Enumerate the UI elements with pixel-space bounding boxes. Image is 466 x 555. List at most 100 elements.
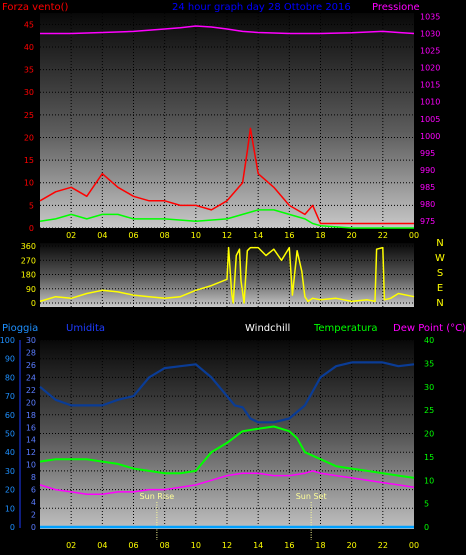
panel2-left-tick-label: 0 [31, 299, 36, 308]
annotation-label: Sun Rise [140, 492, 175, 501]
panel1-left-tick-label: 0 [29, 224, 34, 233]
humidity-tick-label: 100 [0, 336, 15, 345]
panel1-right-tick-label: 1000 [420, 132, 440, 141]
annotation-label: Sun Set [296, 492, 327, 501]
series-line-temperatura [39, 425, 415, 479]
legend-windchill: Windchill [245, 323, 290, 334]
panel3-x-tick-label: 08 [160, 541, 170, 550]
rain-tick-label: 28 [26, 348, 36, 357]
panel1-x-ticks: 02 04 06 08 10 12 14 16 18 20 22 00 [66, 231, 419, 240]
series-line-raffica [39, 127, 414, 225]
panel1-x-tick-label: 14 [253, 231, 263, 240]
panel1-left-label: Forza vento() [2, 2, 69, 13]
rain-tick-label: 6 [31, 486, 36, 495]
panel1-left-ticks: 0 5 10 15 20 25 30 35 40 45 [24, 20, 34, 233]
panel1-right-label: Pressione [372, 2, 420, 13]
panel1-right-tick-label: 990 [420, 166, 435, 175]
panel1-right-tick-label: 980 [420, 200, 435, 209]
legend-temperatura: Temperatura [313, 323, 378, 334]
panel1-left-tick-label: 40 [24, 43, 34, 52]
rain-tick-label: 20 [26, 398, 36, 407]
humidity-tick-label: 30 [5, 467, 15, 476]
panel1-x-tick-label: 06 [128, 231, 138, 240]
panel1-right-tick-label: 1005 [420, 115, 440, 124]
panel1-x-tick-label: 10 [191, 231, 201, 240]
legend-dewpoint: Dew Point (°C) [393, 323, 466, 334]
compass-label: E [437, 283, 443, 294]
rain-tick-label: 0 [31, 523, 36, 532]
panel1-x-tick-label: 04 [97, 231, 107, 240]
humidity-tick-label: 10 [5, 504, 15, 513]
panel3-x-tick-label: 10 [191, 541, 201, 550]
panel3-x-tick-label: 02 [66, 541, 76, 550]
rain-tick-label: 8 [31, 473, 36, 482]
compass-label: N [436, 298, 443, 309]
panel3-series [39, 361, 415, 529]
series-line-direzione-vento [39, 246, 415, 304]
temperature-tick-label: 5 [424, 500, 429, 509]
panel3-x-tick-label: 16 [284, 541, 294, 550]
rain-tick-label: 10 [26, 461, 36, 470]
humidity-tick-label: 80 [5, 373, 15, 382]
temperature-tick-label: 0 [424, 523, 429, 532]
temperature-tick-label: 10 [424, 476, 434, 485]
legend-pioggia: Pioggia [2, 323, 38, 334]
series-line-vento-medio [39, 209, 414, 229]
panel1-left-tick-label: 45 [24, 20, 34, 29]
panel2-left-ticks: 0 90 180 270 360 [21, 242, 36, 308]
humidity-tick-label: 0 [10, 523, 15, 532]
panel1-left-tick-label: 15 [24, 156, 34, 165]
rain-tick-label: 22 [26, 386, 36, 395]
compass-label: W [435, 253, 445, 264]
series-line-pressione [40, 25, 415, 35]
humidity-tick-label: 50 [5, 430, 15, 439]
panel1-x-tick-label: 22 [378, 231, 388, 240]
temperature-tick-label: 20 [424, 430, 434, 439]
compass-label: S [437, 268, 443, 279]
rain-tick-label: 30 [26, 336, 36, 345]
panel1-x-tick-label: 16 [284, 231, 294, 240]
legend-umidita: Umidita [66, 323, 105, 334]
humidity-tick-label: 70 [5, 392, 15, 401]
panel3-x-tick-label: 12 [222, 541, 232, 550]
panel1-x-tick-label: 00 [409, 231, 419, 240]
panel1-x-tick-label: 20 [347, 231, 357, 240]
panel2-left-tick-label: 270 [21, 256, 36, 265]
temperature-tick-label: 25 [424, 406, 434, 415]
series-line-umidita [39, 361, 415, 424]
panel1-x-tick-label: 12 [222, 231, 232, 240]
rain-tick-label: 24 [26, 373, 36, 382]
panel3-x-tick-label: 06 [128, 541, 138, 550]
panel1-right-tick-label: 975 [420, 217, 435, 226]
panel3-x-tick-label: 20 [347, 541, 357, 550]
panel3-annotations: Sun Rise Sun Set [140, 492, 327, 540]
panel1-right-tick-label: 1020 [420, 64, 440, 73]
humidity-tick-label: 40 [5, 448, 15, 457]
rain-tick-label: 18 [26, 411, 36, 420]
panel3-x-tick-label: 14 [253, 541, 263, 550]
panel3-x-tick-label: 00 [409, 541, 419, 550]
panel1-background [40, 13, 414, 228]
rain-tick-label: 16 [26, 423, 36, 432]
panel3-temperature-ticks: 0 5 10 15 20 25 30 35 40 [424, 336, 434, 532]
panel1-series [39, 25, 415, 229]
panel1-grid [40, 13, 414, 229]
rain-tick-label: 26 [26, 361, 36, 370]
panel1-right-tick-label: 1010 [420, 98, 440, 107]
panel1-right-tick-label: 1015 [420, 81, 440, 90]
panel1-right-ticks: 975 980 985 990 995 1000 1005 1010 1015 1020 1025 1… [420, 12, 440, 226]
panel3-x-tick-label: 18 [315, 541, 325, 550]
temperature-tick-label: 35 [424, 359, 434, 368]
rain-tick-label: 12 [26, 448, 36, 457]
panel1-right-tick-label: 995 [420, 149, 435, 158]
panel3-background [40, 340, 414, 529]
panel3-humidity-ticks: 0 10 20 30 40 50 60 70 80 90 100 [0, 336, 15, 532]
humidity-tick-label: 20 [5, 486, 15, 495]
panel1-left-tick-label: 10 [24, 179, 34, 188]
panel2-left-tick-label: 90 [26, 285, 36, 294]
